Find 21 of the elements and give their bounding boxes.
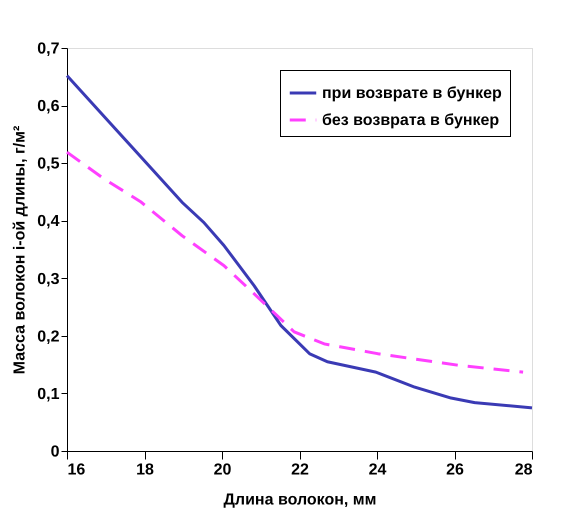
x-tick-label: 22 [291, 462, 309, 478]
y-axis-title: Масса волокон i-ой длины, г/м² [11, 126, 28, 374]
line-series [66, 150, 525, 374]
x-axis-title: Длина волокон, мм [224, 492, 376, 508]
y-tick-label: 0,2 [37, 328, 60, 346]
x-tick-label: 18 [136, 462, 154, 478]
x-tick-label: 20 [214, 462, 232, 478]
y-tick-label: 0,7 [37, 40, 60, 58]
y-tick-label: 0 [50, 444, 60, 460]
y-tick-label: 0,5 [37, 156, 60, 173]
y-tick-label: 0,3 [37, 270, 60, 288]
line-series [66, 74, 534, 410]
x-tick-label: 28 [514, 462, 533, 478]
x-tick-label: 26 [446, 462, 464, 478]
legend-label: без возврата в бункер [322, 112, 500, 129]
y-tick-label: 0,4 [37, 213, 60, 230]
y-tick-label: 0,6 [37, 98, 60, 116]
y-tick-label: 0,1 [37, 386, 60, 403]
x-tick-label: 24 [368, 462, 386, 478]
x-tick-label: 16 [68, 462, 86, 478]
legend-label: при возврате в бункер [322, 85, 502, 102]
